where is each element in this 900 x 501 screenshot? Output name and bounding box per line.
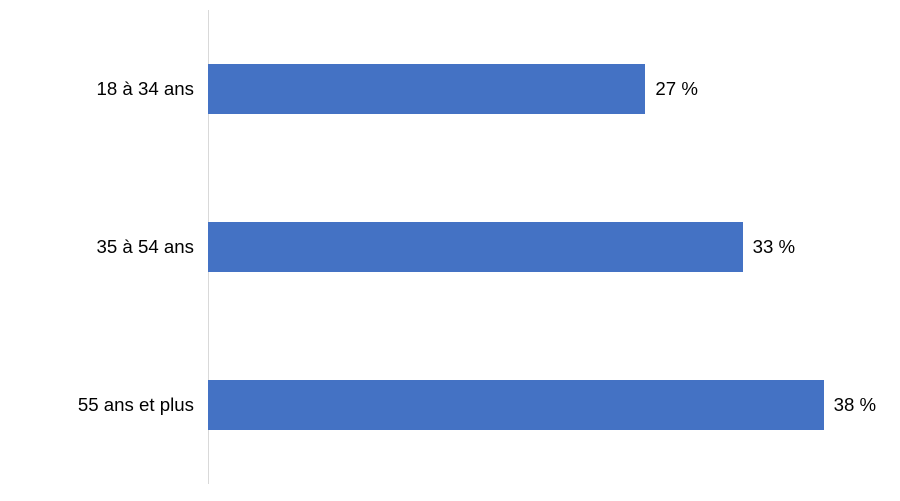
category-label: 55 ans et plus xyxy=(78,394,194,416)
category-label: 35 à 54 ans xyxy=(96,236,194,258)
value-label: 33 % xyxy=(753,236,796,258)
bar xyxy=(208,64,645,114)
category-label: 18 à 34 ans xyxy=(96,78,194,100)
value-label: 38 % xyxy=(834,394,877,416)
bar xyxy=(208,222,743,272)
bar xyxy=(208,380,824,430)
age-distribution-chart: 18 à 34 ans 27 % 35 à 54 ans 33 % 55 ans… xyxy=(0,0,900,501)
value-label: 27 % xyxy=(655,78,698,100)
